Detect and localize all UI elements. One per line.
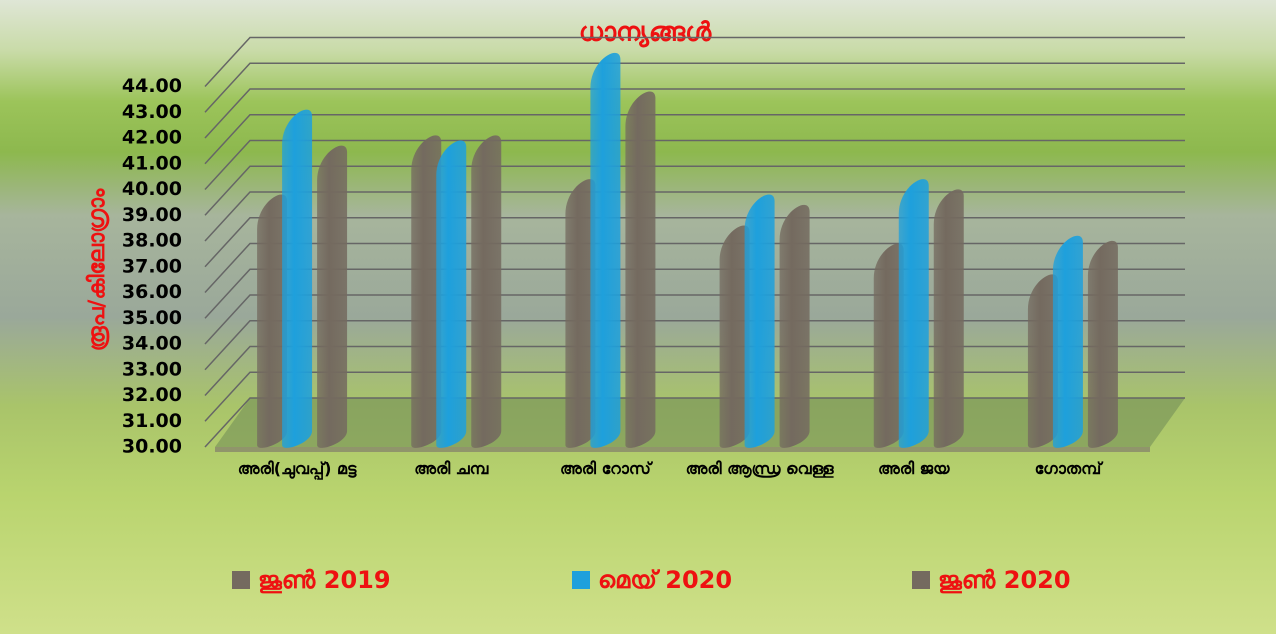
y-tick-label: 39.00 xyxy=(122,204,182,226)
y-tick-label: 33.00 xyxy=(122,358,182,380)
legend-swatch xyxy=(912,571,930,589)
x-tick-label: അരി ജയ xyxy=(839,458,989,480)
y-tick-label: 35.00 xyxy=(122,307,182,329)
y-tick-label: 38.00 xyxy=(122,230,182,252)
legend-swatch xyxy=(572,571,590,589)
legend-label: മെയ് 2020 xyxy=(598,566,732,594)
y-tick-label: 36.00 xyxy=(122,281,182,303)
cylinder-bar xyxy=(899,179,929,448)
grid-line xyxy=(205,141,1185,190)
y-tick-label: 31.00 xyxy=(122,410,182,432)
floor-edge xyxy=(215,447,1150,452)
y-tick-label: 30.00 xyxy=(122,436,182,458)
cylinder-bar xyxy=(282,110,312,448)
legend-item: മെയ് 2020 xyxy=(572,566,732,594)
cylinder-bar xyxy=(934,189,964,447)
legend-label: ജൂൺ 2020 xyxy=(938,566,1071,594)
y-tick-label: 32.00 xyxy=(122,384,182,406)
legend-swatch xyxy=(232,571,250,589)
grid-line xyxy=(205,218,1185,267)
legend-label: ജൂൺ 2019 xyxy=(258,566,391,594)
cylinder-bar xyxy=(471,135,501,448)
cylinder-bar xyxy=(436,140,466,447)
cylinder-bar xyxy=(780,205,810,448)
legend-item: ജൂൺ 2020 xyxy=(912,566,1071,594)
x-tick-label: അരി ചമ്പ xyxy=(376,458,526,480)
y-tick-label: 41.00 xyxy=(122,152,182,174)
grid-line xyxy=(205,89,1185,138)
y-tick-label: 40.00 xyxy=(122,178,182,200)
cylinder-bar xyxy=(745,195,775,448)
cylinder-bar xyxy=(1053,236,1083,448)
y-tick-label: 34.00 xyxy=(122,333,182,355)
grid-line xyxy=(205,166,1185,215)
cylinder-bar xyxy=(1088,241,1118,448)
x-tick-label: അരി(ചുവപ്പ്) മട്ട xyxy=(222,458,372,480)
cylinder-bar xyxy=(590,53,620,448)
x-tick-label: അരി റോസ് xyxy=(530,458,680,480)
chart-title: ധാന്യങ്ങൾ xyxy=(579,18,712,49)
grid-line xyxy=(205,63,1185,112)
legend-item: ജൂൺ 2019 xyxy=(232,566,391,594)
cylinder-bar xyxy=(317,146,347,448)
y-tick-label: 37.00 xyxy=(122,255,182,277)
y-tick-label: 43.00 xyxy=(122,101,182,123)
chart: ധാന്യങ്ങൾ രൂപ/കിലോഗ്രാം 30.00 31.00 32.00 3… xyxy=(0,0,1276,634)
y-axis-label: രൂപ/കിലോഗ്രാം xyxy=(85,188,110,351)
x-tick-label: അരി ആന്ധ്ര വെള്ള xyxy=(685,458,835,480)
plot: ധാന്യങ്ങൾ രൂപ/കിലോഗ്രാം 30.00 31.00 32.00 3… xyxy=(0,0,1276,634)
grid-line xyxy=(205,192,1185,241)
x-tick-label: ഗോതമ്പ് xyxy=(993,458,1143,480)
y-tick-label: 42.00 xyxy=(122,127,182,149)
y-tick-label: 44.00 xyxy=(122,75,182,97)
grid-line xyxy=(205,115,1185,164)
cylinder-bar xyxy=(625,92,655,448)
